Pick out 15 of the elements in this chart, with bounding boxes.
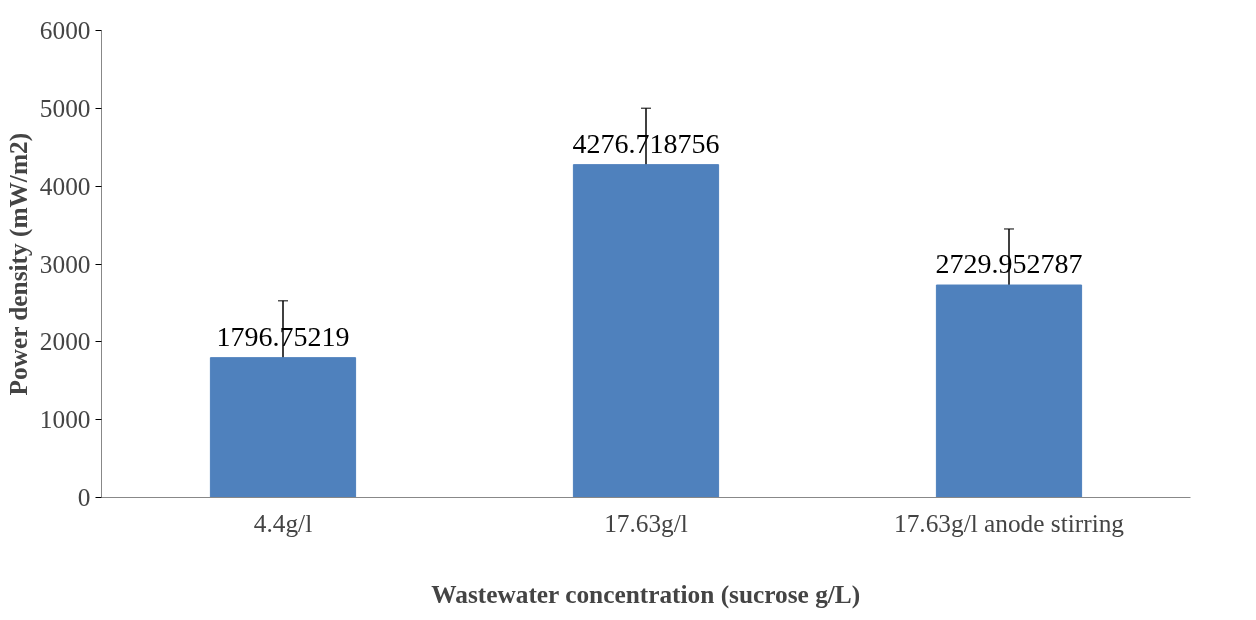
y-axis-title: Power density (mW/m2): [3, 132, 33, 396]
bar: [209, 357, 357, 498]
bar: [935, 284, 1083, 498]
y-tick-label: 3000: [39, 249, 91, 278]
x-tick-label: 4.4g/l: [253, 508, 313, 537]
y-tick-label: 1000: [39, 405, 91, 434]
bar: [572, 164, 720, 498]
y-tick-label: 6000: [39, 16, 91, 44]
x-tick-label: 17.63g/l anode stirring: [893, 508, 1125, 537]
y-tick-label: 2000: [39, 327, 91, 356]
x-tick-label: 17.63g/l: [604, 508, 688, 537]
x-axis-title: Wastewater concentration (sucrose g/L): [431, 579, 861, 609]
y-tick-label: 5000: [39, 93, 91, 122]
y-tick-label: 4000: [39, 171, 91, 200]
y-tick-label: 0: [77, 483, 91, 511]
